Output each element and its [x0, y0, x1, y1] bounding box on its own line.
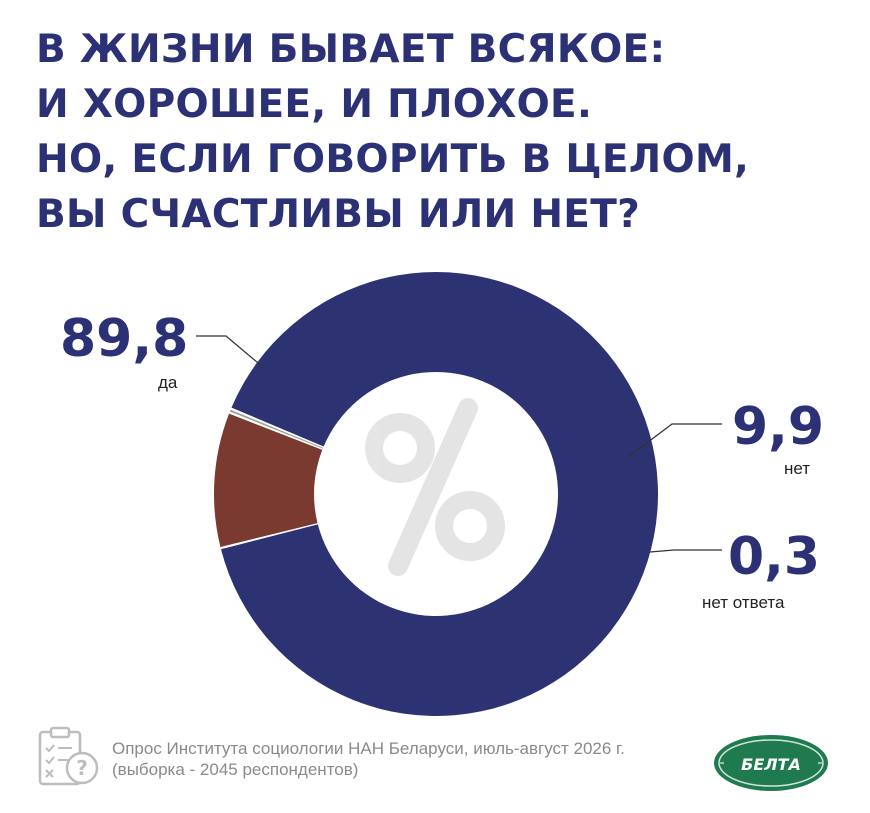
- source-note: Опрос Института социологии НАН Беларуси,…: [112, 738, 625, 780]
- category-label-net-otveta: нет ответа: [702, 593, 785, 612]
- leader-line-da: [196, 335, 265, 369]
- slice-da: [220, 272, 659, 717]
- title-line-3: НО, ЕСЛИ ГОВОРИТЬ В ЦЕЛОМ,: [36, 137, 750, 182]
- slice-net-otveta: [229, 409, 324, 449]
- value-label-net-otveta: 0,3: [728, 527, 820, 587]
- logo-text: БЕЛТА: [741, 755, 801, 774]
- source-line-1: Опрос Института социологии НАН Беларуси,…: [112, 739, 625, 758]
- category-label-net: нет: [784, 459, 810, 478]
- donut-slices: [214, 272, 659, 717]
- value-label-da: 89,8: [60, 309, 188, 369]
- belta-logo: БЕЛТА: [714, 735, 828, 791]
- leader-line-net: [627, 423, 722, 458]
- value-label-net: 9,9: [732, 397, 824, 457]
- title-line-1: В ЖИЗНИ БЫВАЕТ ВСЯКОЕ:: [36, 27, 666, 72]
- leader-line-net-otveta: [649, 549, 722, 553]
- svg-text:?: ?: [76, 756, 88, 780]
- slice-net: [214, 413, 323, 548]
- source-line-2: (выборка - 2045 респондентов): [112, 760, 359, 779]
- clipboard-question-icon: ?: [38, 726, 99, 786]
- title-line-4: ВЫ СЧАСТЛИВЫ ИЛИ НЕТ?: [36, 192, 641, 237]
- center-percent-icon: [365, 398, 505, 576]
- category-label-da: да: [158, 373, 178, 392]
- chart-title: В ЖИЗНИ БЫВАЕТ ВСЯКОЕ: И ХОРОШЕЕ, И ПЛОХ…: [36, 22, 856, 242]
- title-line-2: И ХОРОШЕЕ, И ПЛОХОЕ.: [36, 82, 593, 127]
